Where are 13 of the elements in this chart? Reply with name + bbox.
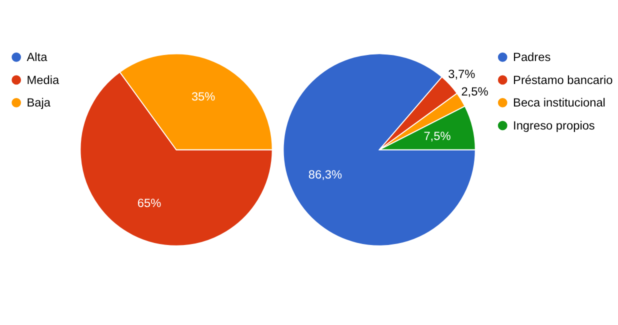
legend-label: Alta: [26, 50, 48, 64]
legend-label: Media: [26, 72, 60, 87]
data-label: 65%: [137, 196, 162, 210]
legend-label: Préstamo bancario: [513, 72, 614, 87]
data-label: 2,5%: [461, 84, 489, 98]
legend-label: Padres: [513, 50, 551, 64]
data-label: 86,3%: [308, 168, 342, 182]
data-label: 35%: [191, 90, 216, 104]
legend-label: Ingreso propios: [513, 118, 595, 132]
data-label: 3,7%: [448, 66, 476, 81]
legend-label: Beca institucional: [513, 96, 606, 110]
data-label: 7,5%: [424, 128, 452, 143]
legend-label: Baja: [26, 96, 51, 110]
